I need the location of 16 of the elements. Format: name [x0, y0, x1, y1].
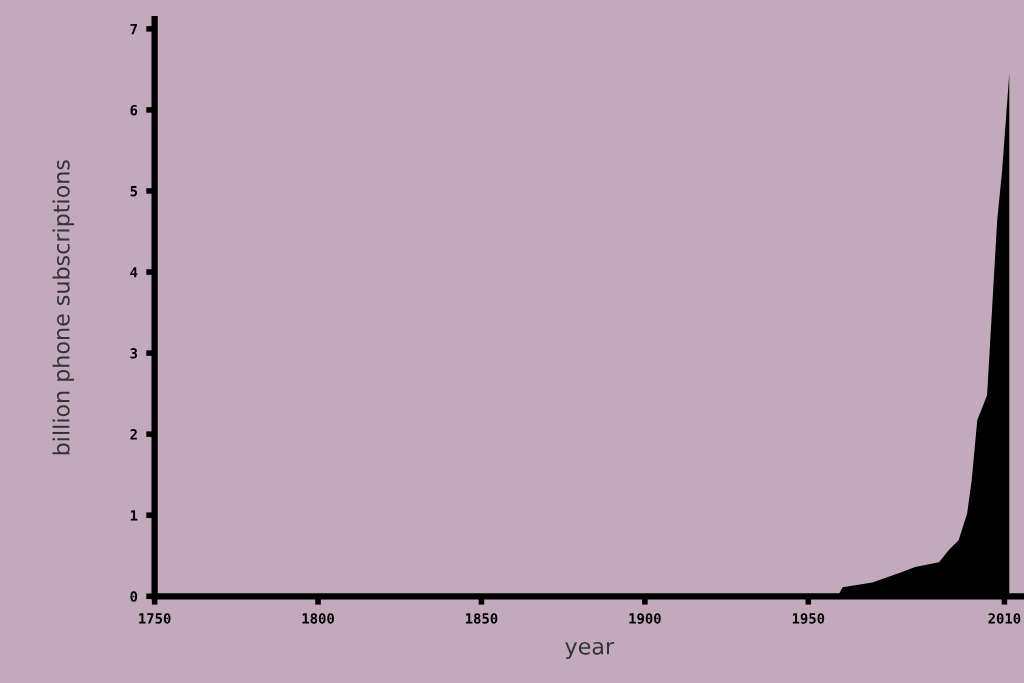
x-tick-label: 1950	[792, 613, 825, 624]
y-tick-label: 6	[130, 104, 138, 116]
y-tick-label: 3	[130, 348, 138, 359]
y-tick-label: 4	[130, 267, 138, 278]
x-tick-label: 2010	[988, 613, 1021, 624]
x-axis-title: year	[565, 641, 615, 659]
y-tick-label: 7	[130, 24, 137, 35]
x-tick-label: 1750	[139, 613, 171, 624]
x-tick-label: 1850	[466, 613, 498, 624]
y-tick-label: 2	[130, 429, 137, 440]
y-tick-label: 1	[130, 510, 138, 521]
y-tick-label: 0	[130, 591, 138, 602]
x-tick-label: 1900	[629, 613, 661, 624]
y-tick-label: 5	[130, 186, 138, 197]
y-axis-title: billion phone subscriptions	[52, 160, 75, 455]
x-tick-label: 1800	[302, 613, 334, 624]
